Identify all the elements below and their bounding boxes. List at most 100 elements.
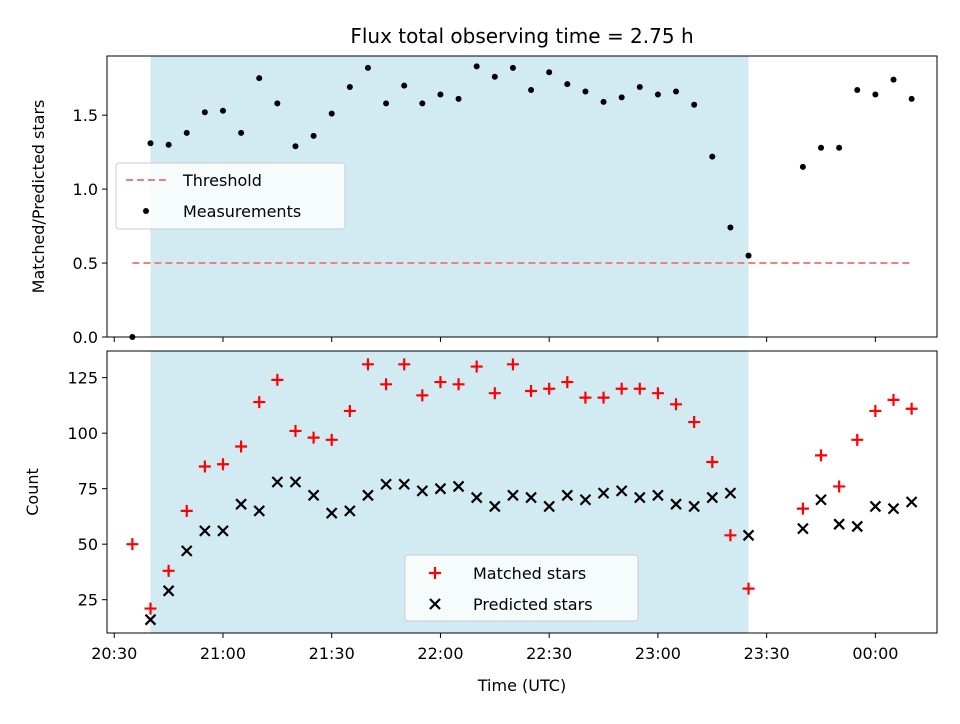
matched-star-point	[688, 416, 701, 429]
matched-star-point	[470, 360, 483, 373]
predicted-star-point	[452, 480, 465, 493]
matched-star-point	[724, 529, 737, 542]
legend-predicted-label: Predicted stars	[473, 595, 593, 614]
predicted-star-point	[507, 489, 519, 502]
measurement-point	[310, 132, 317, 139]
top-panel: 0.0 0.5 1.0 1.5 Matched/Predicted stars Thr…	[29, 55, 938, 347]
matched-star-point	[633, 382, 646, 395]
measurement-point	[437, 91, 444, 98]
predicted-star-point	[543, 500, 555, 513]
measurement-point	[908, 95, 915, 102]
measurement-point	[328, 110, 335, 117]
predicted-star-point	[180, 545, 193, 557]
measurement-point	[473, 63, 480, 70]
measurement-point	[165, 141, 172, 148]
predicted-star-point	[887, 502, 900, 515]
measurement-point	[618, 94, 625, 101]
predicted-star-point	[869, 500, 882, 513]
matched-star-point	[543, 382, 556, 395]
matched-star-point	[361, 358, 374, 371]
measurement-point	[636, 84, 643, 91]
x-tick-label: 21:00	[200, 644, 246, 663]
bottom-y-axis: 25 50 75 100 125	[67, 369, 107, 610]
matched-star-point	[706, 456, 719, 469]
top-y-axis: 0.0 0.5 1.0 1.5	[73, 106, 107, 347]
predicted-star-point	[797, 522, 809, 535]
bottom-panel-marks	[126, 358, 918, 626]
legend-box	[404, 554, 639, 622]
predicted-star-point	[362, 489, 374, 502]
matched-star-point	[253, 396, 266, 409]
matched-star-point	[742, 582, 755, 595]
x-tick-label: 23:30	[744, 644, 790, 663]
measurement-point	[383, 100, 390, 107]
measurement-point	[455, 95, 462, 102]
measurement-point	[799, 163, 806, 170]
predicted-star-point	[434, 482, 447, 495]
matched-star-point	[398, 358, 411, 371]
chart-title: Flux total observing time = 2.75 h	[350, 24, 693, 48]
top-legend: Threshold Measurements	[115, 162, 346, 230]
legend-predicted-swatch	[429, 598, 441, 610]
predicted-star-point	[344, 505, 356, 517]
matched-star-point	[198, 460, 211, 473]
matched-star-point	[815, 449, 828, 462]
matched-star-point	[343, 404, 356, 417]
matched-star-point	[162, 564, 175, 577]
predicted-star-point	[833, 518, 845, 530]
predicted-star-point	[652, 489, 664, 502]
measurement-point	[709, 153, 716, 160]
matched-star-point	[597, 391, 610, 404]
y-tick-label: 0.5	[73, 254, 98, 273]
predicted-star-point	[905, 496, 918, 508]
matched-star-point	[144, 602, 157, 615]
measurement-point	[745, 252, 752, 259]
predicted-star-point	[199, 525, 211, 537]
predicted-star-point	[380, 478, 392, 491]
measurement-point	[818, 144, 825, 151]
predicted-star-point	[579, 493, 592, 506]
predicted-star-point	[851, 520, 864, 533]
predicted-star-point	[307, 489, 320, 502]
measurement-point	[274, 100, 281, 107]
measurement-point	[346, 84, 353, 91]
measurement-point	[491, 73, 498, 80]
measurement-point	[183, 129, 190, 136]
y-tick-label: 0.0	[73, 328, 98, 347]
x-tick-label: 00:00	[852, 644, 898, 663]
predicted-star-point	[525, 491, 537, 504]
matched-star-point	[615, 382, 628, 395]
matched-star-point	[271, 373, 284, 386]
matched-star-point	[416, 389, 429, 402]
x-tick-label: 22:30	[526, 644, 572, 663]
top-y-axis-label: Matched/Predicted stars	[29, 100, 48, 294]
y-tick-label: 1.5	[73, 106, 98, 125]
predicted-star-point	[615, 485, 628, 497]
legend-matched-label: Matched stars	[473, 564, 586, 583]
predicted-star-point	[742, 529, 755, 542]
measurement-point	[582, 88, 589, 95]
legend-measurements-swatch	[143, 208, 149, 214]
predicted-star-point	[670, 498, 682, 510]
predicted-star-point	[815, 493, 827, 506]
y-tick-label: 125	[67, 369, 98, 388]
predicted-star-point	[144, 613, 157, 626]
x-tick-label: 22:00	[417, 644, 463, 663]
matched-star-point	[126, 538, 139, 551]
predicted-star-point	[634, 491, 646, 504]
matched-star-point	[905, 402, 918, 415]
matched-star-point	[525, 384, 538, 397]
matched-star-point	[434, 376, 447, 389]
predicted-star-point	[162, 585, 175, 597]
y-tick-label: 100	[67, 424, 98, 443]
y-tick-label: 1.0	[73, 180, 98, 199]
predicted-star-point	[235, 498, 247, 510]
matched-star-point	[869, 404, 882, 417]
measurement-point	[201, 109, 208, 116]
matched-star-point	[488, 387, 501, 400]
bottom-legend: Matched stars Predicted stars	[404, 554, 639, 622]
predicted-star-point	[489, 500, 501, 513]
legend-threshold-label: Threshold	[182, 171, 262, 190]
measurement-point	[600, 98, 607, 105]
